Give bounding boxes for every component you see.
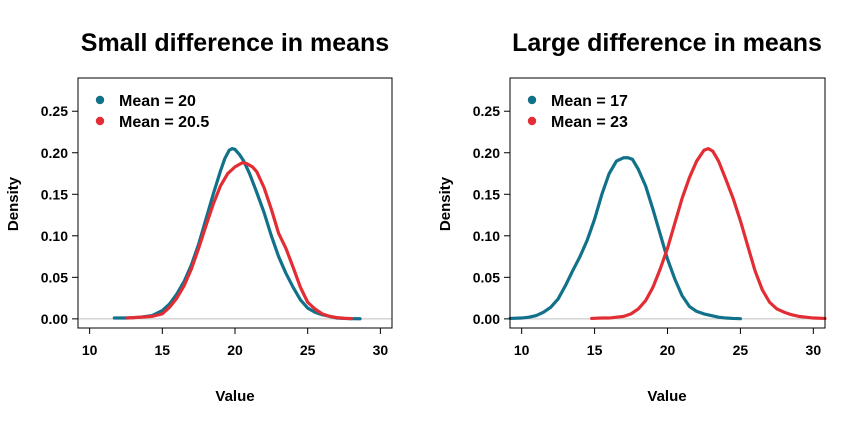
y-axis: 0.00 0.05 0.10 0.15 0.20 0.25 bbox=[41, 103, 78, 327]
x-tick-label: 10 bbox=[514, 342, 530, 358]
y-tick-label: 0.05 bbox=[41, 269, 68, 285]
legend-marker-1 bbox=[95, 95, 105, 105]
chart-title: Small difference in means bbox=[81, 29, 389, 57]
legend: Mean = 17 Mean = 23 bbox=[527, 93, 628, 131]
y-tick-label: 0.20 bbox=[473, 145, 500, 161]
x-tick-label: 30 bbox=[373, 342, 389, 358]
plot-area bbox=[508, 147, 827, 321]
series-line-1 bbox=[112, 147, 362, 321]
y-tick-label: 0.20 bbox=[41, 145, 68, 161]
legend-label-1: Mean = 17 bbox=[551, 93, 628, 110]
y-tick-label: 0.00 bbox=[41, 311, 68, 327]
y-tick-label: 0.15 bbox=[41, 186, 68, 202]
x-axis-label: Value bbox=[215, 388, 254, 405]
x-axis: 10 15 20 25 30 bbox=[514, 328, 821, 358]
series-line-2 bbox=[590, 147, 827, 321]
x-tick-label: 20 bbox=[660, 342, 676, 358]
legend-label-2: Mean = 20.5 bbox=[119, 114, 209, 131]
y-axis-label: Density bbox=[437, 176, 454, 231]
chart-large-difference: Large difference in means Value Density … bbox=[437, 29, 827, 405]
x-tick-label: 20 bbox=[227, 342, 243, 358]
x-axis: 10 15 20 25 30 bbox=[82, 328, 389, 358]
y-tick-label: 0.25 bbox=[473, 103, 500, 119]
x-tick-label: 30 bbox=[806, 342, 822, 358]
x-tick-label: 25 bbox=[733, 342, 749, 358]
y-axis-label: Density bbox=[5, 176, 22, 231]
x-tick-label: 25 bbox=[300, 342, 316, 358]
legend-marker-2 bbox=[95, 116, 105, 126]
legend-marker-2 bbox=[527, 116, 537, 126]
x-tick-label: 15 bbox=[587, 342, 603, 358]
y-tick-label: 0.10 bbox=[41, 228, 68, 244]
chart-title: Large difference in means bbox=[512, 29, 822, 57]
y-axis: 0.00 0.05 0.10 0.15 0.20 0.25 bbox=[473, 103, 510, 327]
y-tick-label: 0.10 bbox=[473, 228, 500, 244]
x-tick-label: 15 bbox=[155, 342, 171, 358]
series-line-2 bbox=[125, 161, 353, 321]
chart-small-difference: Small difference in means Value Density … bbox=[5, 29, 393, 405]
y-tick-label: 0.25 bbox=[41, 103, 68, 119]
legend-marker-1 bbox=[527, 95, 537, 105]
x-tick-label: 10 bbox=[82, 342, 98, 358]
y-tick-label: 0.15 bbox=[473, 186, 500, 202]
y-tick-label: 0.00 bbox=[473, 311, 500, 327]
plot-box bbox=[509, 77, 826, 329]
legend-label-1: Mean = 20 bbox=[119, 93, 196, 110]
y-tick-label: 0.05 bbox=[473, 269, 500, 285]
series-line-1 bbox=[508, 156, 743, 321]
legend: Mean = 20 Mean = 20.5 bbox=[95, 93, 209, 131]
x-axis-label: Value bbox=[647, 388, 686, 405]
plot-box bbox=[77, 77, 393, 329]
plot-area bbox=[78, 147, 392, 321]
legend-label-2: Mean = 23 bbox=[551, 114, 628, 131]
